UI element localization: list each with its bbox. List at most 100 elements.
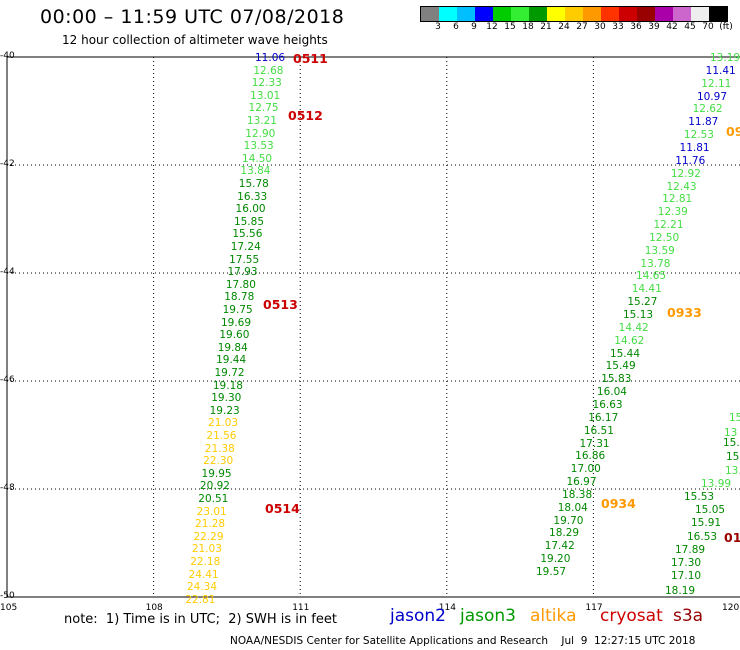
color-scale-label: 12 xyxy=(486,22,498,32)
color-scale-label: 30 xyxy=(594,22,606,32)
wave-height-value: 18.04 xyxy=(557,501,588,514)
color-swatch xyxy=(673,7,691,21)
latitude-label: -40 xyxy=(0,51,15,61)
color-swatch xyxy=(421,7,439,21)
color-scale-label: 3 xyxy=(435,22,441,32)
wave-height-value: 13.19 xyxy=(710,52,740,64)
wave-height-value: 17.80 xyxy=(225,278,256,291)
wave-height-value: 12.53 xyxy=(683,129,714,142)
wave-height-value: 17.93 xyxy=(227,266,258,279)
wave-height-value: 19.72 xyxy=(214,367,245,379)
wave-height-value: 15.53 xyxy=(684,491,715,503)
wave-height-value: 11.87 xyxy=(688,116,719,129)
wave-height-value: 19.69 xyxy=(220,316,252,329)
wave-height-value: 19.70 xyxy=(553,514,584,527)
wave-height-value: 17.30 xyxy=(671,557,702,569)
color-scale-label: 42 xyxy=(666,22,678,32)
wave-height-value: 21.03 xyxy=(191,543,222,556)
wave-height-value: 18.78 xyxy=(224,291,255,304)
wave-height-value: 24.41 xyxy=(188,568,219,581)
legend-item-cryosat: cryosat xyxy=(600,606,663,626)
map-plot-area: 11.06 12.68 12.33 13.01 12.75 13.21 12.90 13.53… xyxy=(6,51,740,606)
color-scale-label: 70 xyxy=(702,22,714,32)
wave-height-value: 13.78 xyxy=(640,257,671,270)
wave-height-value: 14.41 xyxy=(631,283,662,296)
wave-height-value: 18.38 xyxy=(562,488,593,501)
legend-item-s3a: s3a xyxy=(673,606,704,626)
wave-height-value: 12.68 xyxy=(253,64,284,77)
longitude-label: 111 xyxy=(292,603,310,613)
wave-height-value: 15.43 xyxy=(726,451,740,463)
page-title: 00:00 – 11:59 UTC 07/08/2018 xyxy=(40,6,345,28)
color-swatch xyxy=(529,7,547,21)
pass-time-label: 01 xyxy=(724,530,740,545)
wave-height-value: 12.21 xyxy=(653,219,684,232)
color-scale-bar xyxy=(420,6,728,22)
wave-height-value: 13.21 xyxy=(246,115,277,127)
wave-height-value: 21.38 xyxy=(204,442,235,455)
wave-height-value: 12.39 xyxy=(657,206,688,219)
wave-height-value: 16.00 xyxy=(235,203,266,216)
longitude-label: 120 xyxy=(722,603,740,613)
color-swatch xyxy=(457,7,475,21)
pass-time-label: 0933 xyxy=(667,305,702,320)
wave-height-value: 13.84 xyxy=(240,165,271,178)
wave-height-value: 11.06 xyxy=(255,52,286,64)
color-scale-label: 27 xyxy=(576,22,588,32)
wave-height-value: 16.33 xyxy=(237,190,268,203)
wave-height-value: 14.50 xyxy=(242,152,273,165)
color-scale-label: 33 xyxy=(612,22,624,32)
color-swatch xyxy=(709,7,727,21)
color-swatch xyxy=(583,7,601,21)
wave-height-value: 16.63 xyxy=(592,398,623,411)
pass-time-label: 09 xyxy=(726,124,740,139)
page-subtitle: 12 hour collection of altimeter wave hei… xyxy=(62,33,328,47)
color-swatch xyxy=(655,7,673,21)
color-swatch xyxy=(619,7,637,21)
wave-height-value: 13.99 xyxy=(701,478,732,490)
color-swatch xyxy=(511,7,529,21)
wave-height-value: 23.01 xyxy=(196,505,227,518)
color-scale-label: 9 xyxy=(471,22,477,32)
wave-height-value: 15.27 xyxy=(627,296,658,309)
wave-height-value: 12.92 xyxy=(670,167,701,180)
credit-line: NOAA/NESDIS Center for Satellite Applica… xyxy=(230,635,696,647)
longitude-label: 117 xyxy=(585,603,603,613)
wave-height-value: 16.51 xyxy=(583,424,614,437)
wave-height-value: 19.60 xyxy=(219,329,250,342)
color-swatch xyxy=(601,7,619,21)
wave-height-value: 14.62 xyxy=(614,334,645,347)
wave-height-value: 21.28 xyxy=(195,518,226,531)
wave-height-value: 17.24 xyxy=(230,241,261,253)
wave-height-value: 17.55 xyxy=(229,253,260,266)
wave-height-value: 19.75 xyxy=(222,304,253,316)
color-swatch xyxy=(691,7,709,21)
wave-height-value: 16.04 xyxy=(596,386,627,399)
wave-height-value: 15.78 xyxy=(238,178,269,190)
wave-height-value: 11.41 xyxy=(705,64,736,77)
wave-height-value: 12.75 xyxy=(248,102,279,115)
wave-height-value: 16.97 xyxy=(566,476,597,489)
wave-height-value: 19.84 xyxy=(217,341,248,354)
wave-height-value: 22.30 xyxy=(203,455,234,468)
color-swatch xyxy=(493,7,511,21)
wave-height-value: 20.92 xyxy=(199,480,230,493)
wave-height-value: 21.03 xyxy=(208,417,239,430)
wave-height-value: 16.53 xyxy=(687,531,718,543)
wave-height-value: 15.83 xyxy=(601,373,632,386)
wave-height-value: 15.13 xyxy=(623,309,654,321)
color-scale-label: 24 xyxy=(558,22,570,32)
wave-height-value: 18.29 xyxy=(549,527,580,540)
wave-height-value: 15 xyxy=(729,412,740,424)
wave-height-value: 15.91 xyxy=(691,517,722,529)
wave-height-value: 20.51 xyxy=(198,493,229,505)
wave-height-value: 13.89 xyxy=(725,465,740,477)
pass-time-label: 0514 xyxy=(265,501,300,516)
wave-height-value: 14.42 xyxy=(618,321,649,334)
wave-height-value: 15.4 xyxy=(723,437,740,449)
footer-note: note: 1) Time is in UTC; 2) SWH is in fe… xyxy=(64,612,337,627)
wave-height-value: 12.62 xyxy=(692,103,723,116)
wave-height-value: 15.05 xyxy=(695,504,726,516)
wave-height-value: 19.18 xyxy=(212,379,243,392)
wave-height-value: 13.53 xyxy=(243,140,274,153)
